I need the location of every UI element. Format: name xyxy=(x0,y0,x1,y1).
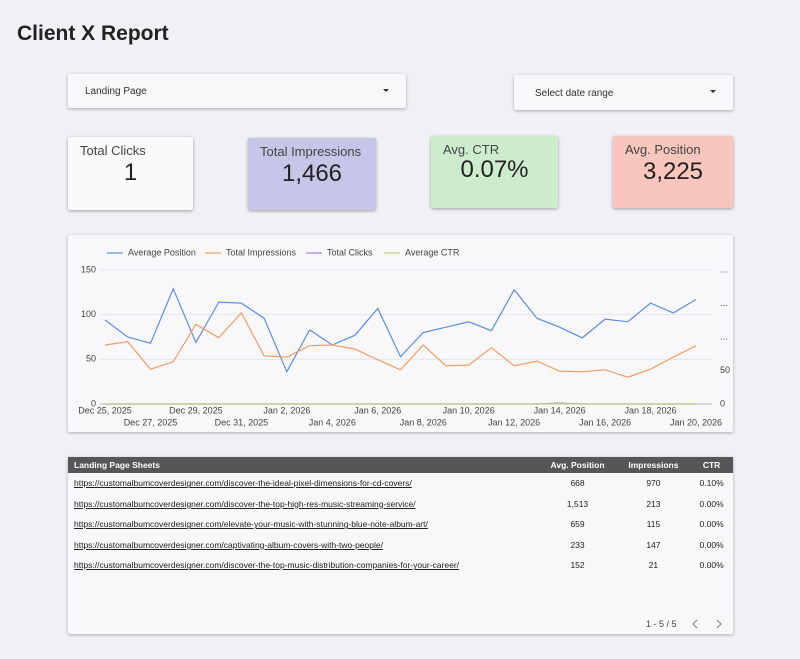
y2-tick-label: ... xyxy=(720,331,728,341)
prev-page[interactable] xyxy=(693,620,697,628)
chart: 050100150050.........Dec 25, 2025Dec 27,… xyxy=(68,235,733,432)
date-range-dropdown[interactable]: Select date range xyxy=(514,75,733,110)
page-link[interactable]: https://customalbumcoverdesigner.com/dis… xyxy=(68,473,538,494)
next-page[interactable] xyxy=(717,620,721,628)
x-tick-label: Dec 25, 2025 xyxy=(78,405,132,415)
x-tick-label: Jan 2, 2026 xyxy=(263,405,310,415)
cell: 0.00% xyxy=(690,494,733,515)
scorecard-label: Total Impressions xyxy=(260,144,361,159)
scorecard-value: 1,466 xyxy=(248,160,376,188)
x-tick-label: Jan 20, 2026 xyxy=(670,417,722,427)
y-tick-label: 100 xyxy=(81,309,96,319)
scorecard-value: 0.07% xyxy=(431,156,558,184)
x-tick-label: Dec 31, 2025 xyxy=(215,417,269,427)
x-tick-label: Dec 27, 2025 xyxy=(124,417,178,427)
column-header: Impressions xyxy=(617,457,691,473)
pagination: 1 - 5 / 5 xyxy=(646,619,677,629)
cell: 970 xyxy=(617,473,691,494)
cell: 213 xyxy=(617,494,691,515)
cell: 115 xyxy=(617,514,691,535)
table-row: https://customalbumcoverdesigner.com/dis… xyxy=(68,473,733,494)
scorecard-value: 1 xyxy=(68,159,193,187)
y2-tick-label: ... xyxy=(720,264,728,274)
x-tick-label: Dec 29, 2025 xyxy=(169,405,223,415)
landing-page-dropdown[interactable]: Landing Page xyxy=(68,74,406,108)
column-header: Avg. Position xyxy=(538,457,616,473)
y-tick-label: 50 xyxy=(86,354,96,364)
table-row: https://customalbumcoverdesigner.com/dis… xyxy=(68,494,733,515)
table-row: https://customalbumcoverdesigner.com/dis… xyxy=(68,555,733,576)
scorecard-label: Avg. CTR xyxy=(443,142,499,157)
cell: 668 xyxy=(538,473,616,494)
cell: 0.00% xyxy=(690,555,733,576)
x-tick-label: Jan 6, 2026 xyxy=(354,405,401,415)
caret xyxy=(383,89,389,92)
x-tick-label: Jan 4, 2026 xyxy=(309,417,356,427)
scorecard-label: Total Clicks xyxy=(80,143,146,158)
cell: 659 xyxy=(538,514,616,535)
x-tick-label: Jan 8, 2026 xyxy=(400,417,447,427)
scorecard: Avg. CTR 0.07% xyxy=(431,136,558,208)
scorecard-label: Avg. Position xyxy=(625,142,701,157)
x-tick-label: Jan 18, 2026 xyxy=(625,405,677,415)
y-tick-label: 150 xyxy=(81,264,96,274)
legend-label: Total Clicks xyxy=(327,247,373,257)
dropdown-label: Landing Page xyxy=(85,86,147,97)
page-link[interactable]: https://customalbumcoverdesigner.com/dis… xyxy=(68,555,538,576)
page-link[interactable]: https://customalbumcoverdesigner.com/ele… xyxy=(68,514,538,535)
column-header: CTR xyxy=(690,457,733,473)
cell: 233 xyxy=(538,535,616,556)
y2-tick-label: ... xyxy=(720,298,728,308)
header-row: Landing Page SheetsAvg. PositionImpressi… xyxy=(68,457,733,473)
page-link[interactable]: https://customalbumcoverdesigner.com/dis… xyxy=(68,494,538,515)
series-line xyxy=(105,313,696,377)
caret xyxy=(710,90,716,93)
chart-card: 050100150050.........Dec 25, 2025Dec 27,… xyxy=(68,235,733,432)
table: Landing Page SheetsAvg. PositionImpressi… xyxy=(68,457,733,576)
cell: 0.00% xyxy=(690,514,733,535)
x-tick-label: Jan 16, 2026 xyxy=(579,417,631,427)
dropdown-label: Select date range xyxy=(535,88,613,99)
y2-tick-label: 0 xyxy=(720,398,725,408)
report-title: Client X Report xyxy=(17,22,169,46)
x-tick-label: Jan 12, 2026 xyxy=(488,417,540,427)
legend-label: Average Position xyxy=(128,247,196,257)
cell: 152 xyxy=(538,555,616,576)
y2-tick-label: 50 xyxy=(720,365,730,375)
legend-label: Average CTR xyxy=(405,247,460,257)
cell: 1,513 xyxy=(538,494,616,515)
table-row: https://customalbumcoverdesigner.com/ele… xyxy=(68,514,733,535)
cell: 0.10% xyxy=(690,473,733,494)
pager-arrows xyxy=(688,617,728,631)
x-tick-label: Jan 10, 2026 xyxy=(443,405,495,415)
table-row: https://customalbumcoverdesigner.com/cap… xyxy=(68,535,733,556)
x-tick-label: Jan 14, 2026 xyxy=(534,405,586,415)
scorecard: Total Impressions 1,466 xyxy=(248,138,376,210)
cell: 0.00% xyxy=(690,535,733,556)
scorecard: Total Clicks 1 xyxy=(68,137,193,210)
cell: 21 xyxy=(617,555,691,576)
page-link[interactable]: https://customalbumcoverdesigner.com/cap… xyxy=(68,535,538,556)
cell: 147 xyxy=(617,535,691,556)
column-header: Landing Page Sheets xyxy=(68,457,538,473)
legend-label: Total Impressions xyxy=(226,247,297,257)
scorecard-value: 3,225 xyxy=(613,158,733,186)
scorecard: Avg. Position 3,225 xyxy=(613,136,733,208)
table-card: Landing Page SheetsAvg. PositionImpressi… xyxy=(68,457,733,634)
